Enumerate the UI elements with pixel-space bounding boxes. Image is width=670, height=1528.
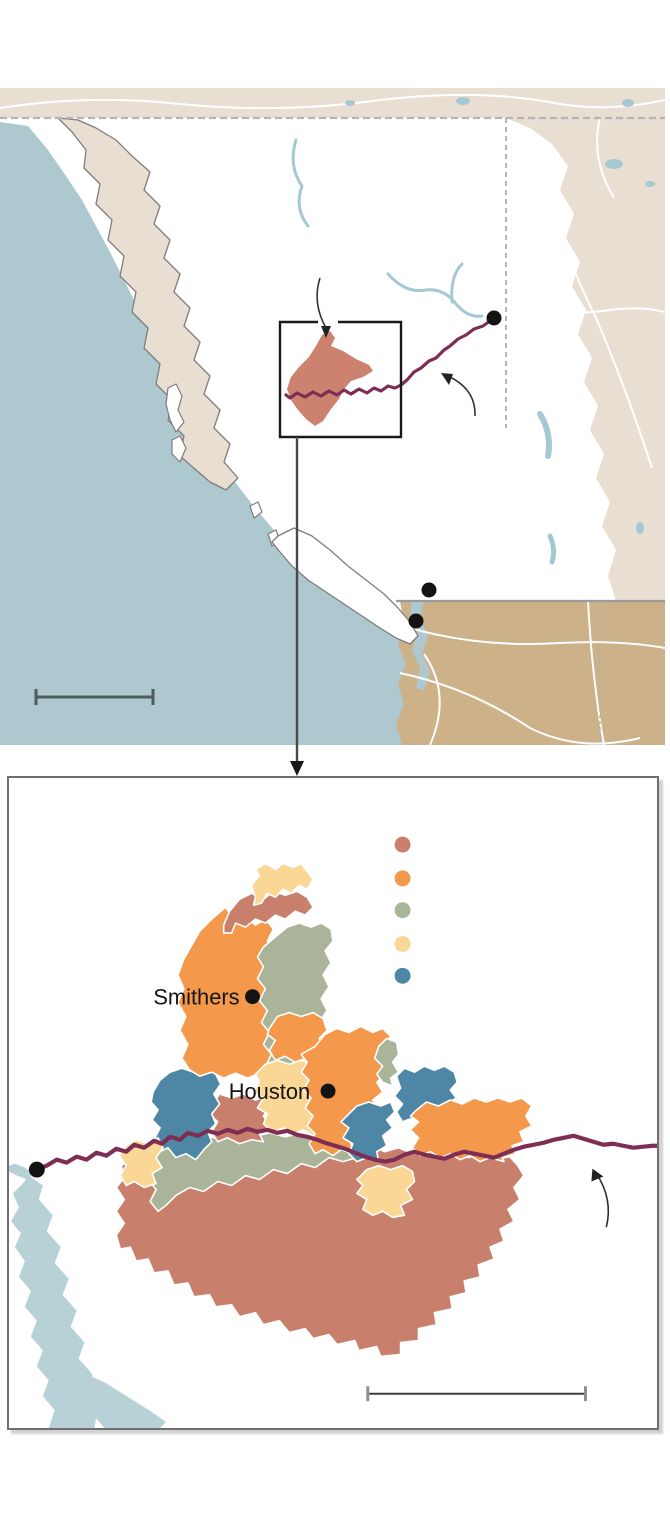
territory-polygon [340, 1101, 396, 1163]
legend-swatch-1 [394, 836, 411, 853]
city-dot-island-south [408, 613, 424, 629]
overview-map-canvas [0, 88, 665, 745]
territory-polygon [250, 862, 314, 907]
territory-polygon [373, 1037, 400, 1087]
detail-map-frame: Smithers Houston [7, 776, 659, 1430]
pipeline-endpoint-dot [28, 1161, 45, 1178]
legend-swatch-2 [394, 870, 411, 887]
inset-extent-box [278, 320, 403, 439]
connector-arrowhead [290, 761, 304, 776]
detail-scale-bar [366, 1386, 587, 1402]
pipeline-direction-arrow [591, 1168, 610, 1228]
yukon-land [0, 88, 665, 118]
arrow-to-pipeline [441, 373, 476, 417]
houston-label: Houston [229, 1079, 310, 1104]
yukon-roads [0, 93, 665, 110]
detail-map-canvas: Smithers Houston [9, 778, 657, 1428]
washington-roads [399, 600, 665, 745]
legend-swatch-4 [394, 936, 411, 952]
yukon-lakes [345, 97, 634, 107]
territory-polygons [115, 862, 533, 1358]
overview-scale-bar [34, 689, 155, 705]
legend-swatch-5 [394, 967, 411, 984]
overview-map [0, 88, 665, 745]
alberta-lakes [605, 159, 655, 534]
coastal-inlet-water [9, 1163, 167, 1428]
highlighted-territory-area [287, 331, 373, 426]
city-dot-vancouver-area [421, 582, 437, 598]
smithers-label: Smithers [153, 985, 239, 1010]
pipeline-route-detail [34, 1126, 657, 1172]
legend [394, 836, 411, 984]
alberta-land [506, 118, 665, 601]
smithers-dot [245, 989, 260, 1005]
arrow-to-territory [316, 277, 331, 338]
legend-swatch-3 [394, 902, 411, 919]
territory-polygon [356, 1164, 416, 1219]
bc-rivers [291, 138, 557, 565]
route-endpoint-dot-northeast [486, 310, 502, 326]
alberta-roads [505, 117, 665, 469]
houston-dot [320, 1083, 336, 1099]
pipeline-route-overview [284, 316, 496, 400]
alaska-panhandle-land [57, 117, 239, 491]
